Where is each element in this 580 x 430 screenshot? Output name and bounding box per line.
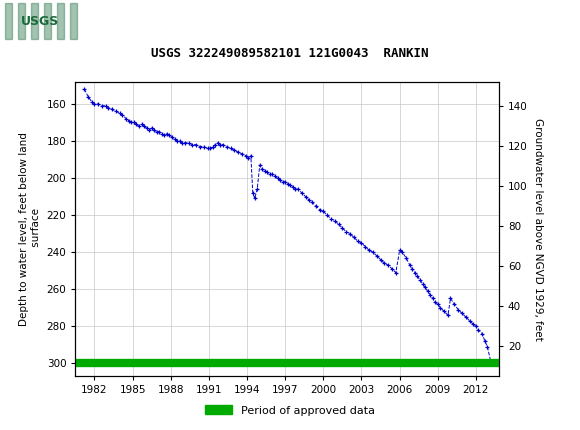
Y-axis label: Depth to water level, feet below land
 surface: Depth to water level, feet below land su… xyxy=(20,132,41,326)
Text: USGS 322249089582101 121G0043  RANKIN: USGS 322249089582101 121G0043 RANKIN xyxy=(151,47,429,60)
Bar xyxy=(5,3,80,39)
Bar xyxy=(5,3,12,39)
Bar xyxy=(44,3,51,39)
Bar xyxy=(70,3,77,39)
Bar xyxy=(57,3,64,39)
Bar xyxy=(31,3,38,39)
Y-axis label: Groundwater level above NGVD 1929, feet: Groundwater level above NGVD 1929, feet xyxy=(533,117,543,341)
Legend: Period of approved data: Period of approved data xyxy=(200,401,380,420)
Text: USGS: USGS xyxy=(21,15,59,28)
Bar xyxy=(18,3,25,39)
